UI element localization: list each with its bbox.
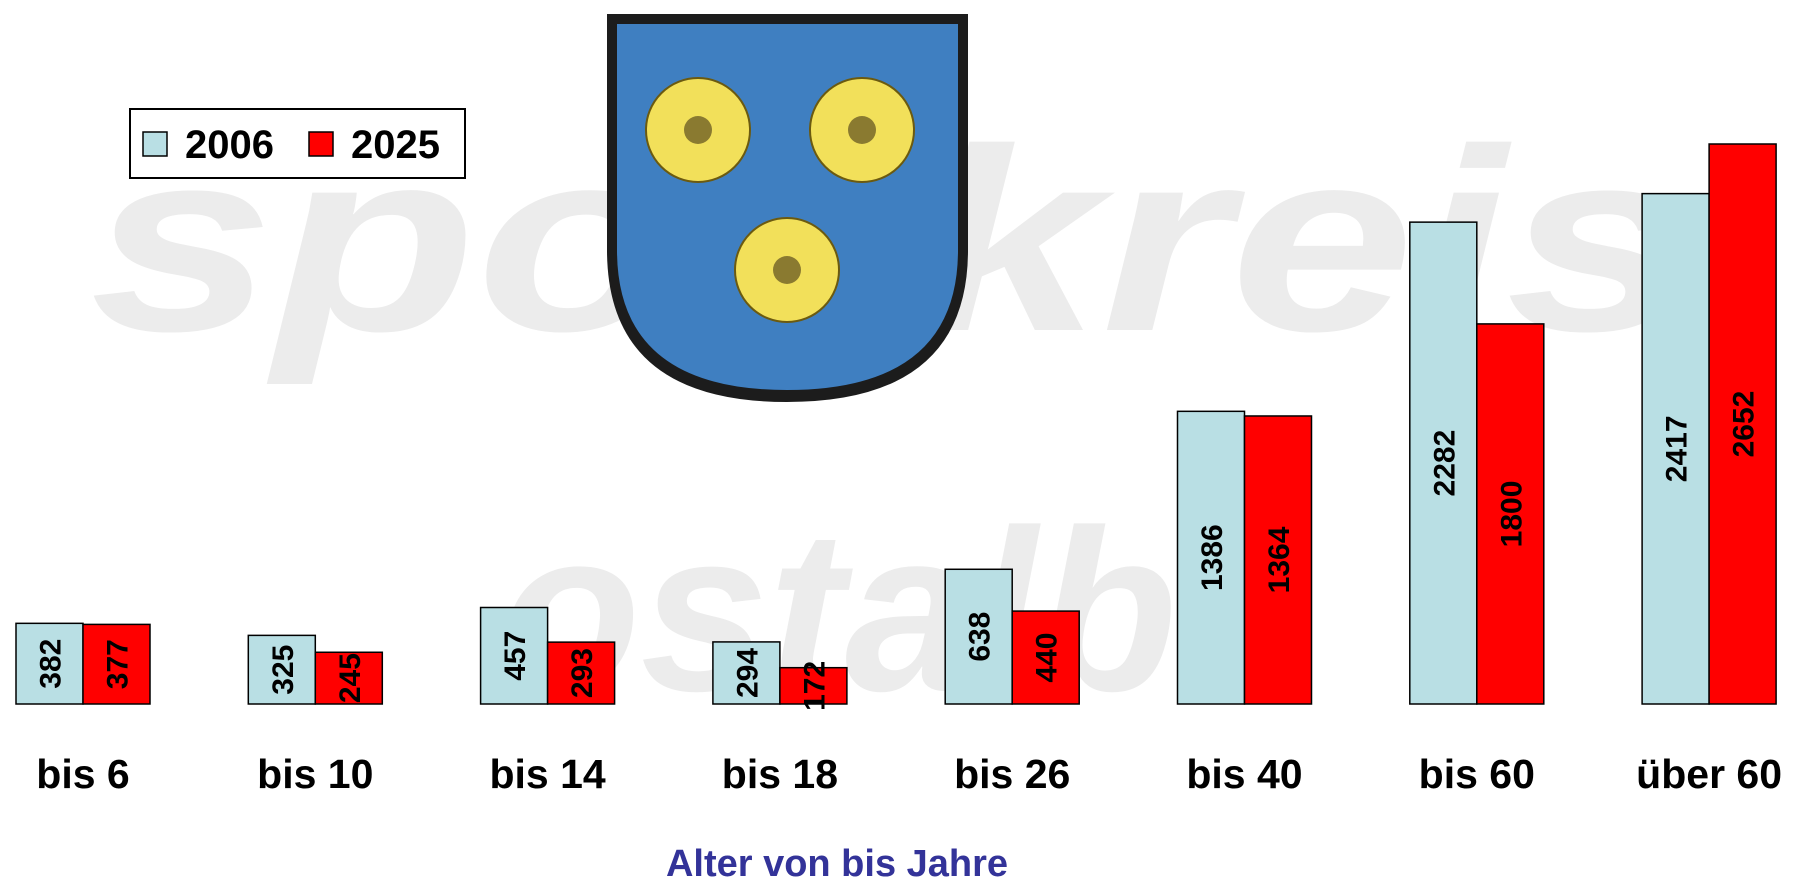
x-tick-label: über 60 [1636,751,1782,797]
bar [779,666,848,705]
x-tick-label: bis 14 [489,751,605,797]
value-label: 377 [102,639,135,689]
x-tick-label: bis 60 [1419,751,1535,797]
bar [944,568,1013,705]
legend-label: 2025 [351,123,440,167]
value-label: 294 [731,648,764,698]
x-tick-label: bis 6 [36,751,129,797]
value-label: 2417 [1661,415,1694,482]
value-label: 245 [334,653,367,703]
legend-box [129,108,466,179]
bar [1243,415,1313,705]
value-label: 1386 [1196,524,1229,591]
value-label: 293 [566,648,599,698]
value-label: 638 [964,612,997,662]
coat-of-arms [607,14,968,402]
legend: 2006 2025 [129,108,466,179]
bar [1409,221,1478,705]
value-label: 2282 [1428,430,1461,497]
bar [82,623,151,705]
value-label: 457 [499,631,532,681]
value-label: 2652 [1728,391,1761,458]
legend-label: 2006 [185,123,274,167]
value-label: 1364 [1263,526,1296,593]
bar [712,641,781,705]
bar [1708,143,1777,705]
legend-swatch [142,131,168,157]
value-label: 172 [798,661,831,711]
x-axis-title: Alter von bis Jahre [666,843,1008,885]
x-tick-label: bis 10 [257,751,373,797]
value-label: 440 [1031,633,1064,683]
value-label: 1800 [1495,481,1528,548]
x-tick-label: bis 40 [1186,751,1302,797]
x-tick-label: bis 26 [954,751,1070,797]
bar [479,606,549,705]
legend-swatch [308,131,334,157]
bar [546,641,616,705]
bar [1476,323,1545,705]
bar [1011,610,1080,705]
value-label: 382 [35,639,68,689]
bar [1176,410,1246,705]
bar [247,634,317,705]
value-label: 325 [267,645,300,695]
x-tick-label: bis 18 [722,751,838,797]
bar [314,651,384,705]
